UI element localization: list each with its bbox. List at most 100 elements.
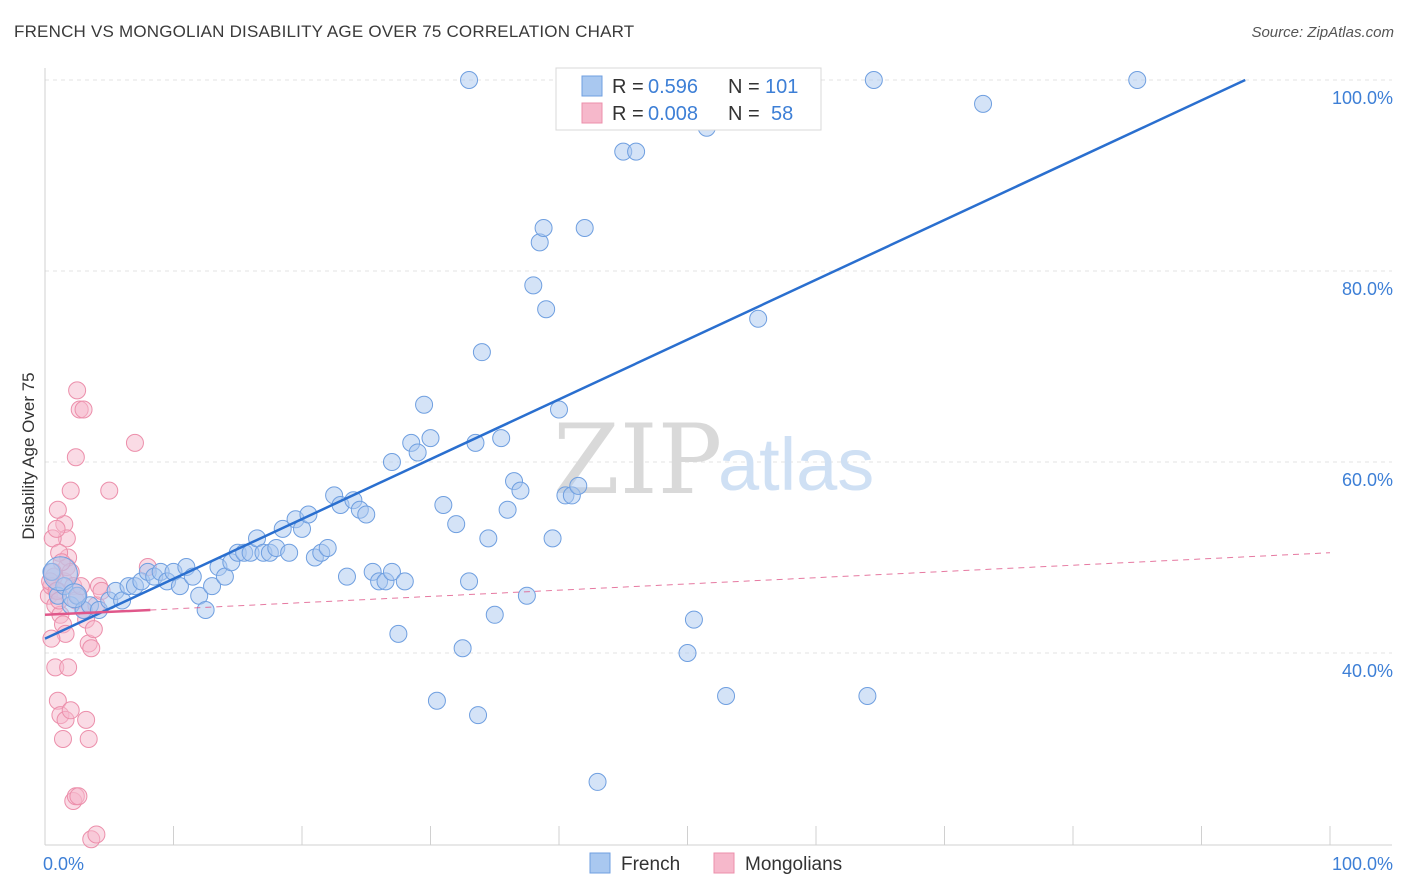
french-point-96: [864, 71, 883, 89]
chart-title: FRENCH VS MONGOLIAN DISABILITY AGE OVER …: [14, 22, 635, 41]
legend-mongolians-swatch: [713, 852, 735, 874]
french-n-label: N =: [728, 76, 760, 98]
french-point-97: [974, 94, 993, 113]
watermark-zip: ZIP: [553, 404, 722, 516]
french-point-99: [460, 71, 479, 89]
mongolians-swatch: [581, 102, 603, 124]
french-r-label: R =: [612, 76, 644, 98]
french-point-59: [427, 691, 446, 710]
french-point-94: [749, 309, 768, 328]
french-point-70: [498, 500, 517, 519]
french-point-45: [337, 567, 356, 586]
french-point-60: [434, 495, 453, 514]
french-point-68: [485, 605, 504, 624]
french-point-52: [382, 562, 401, 581]
mongolians-point-42: [77, 710, 96, 729]
french-point-66: [472, 343, 491, 362]
y-tick-label-3: 40.0%: [1342, 661, 1393, 681]
series-legend: French Mongolians: [589, 852, 842, 875]
french-point-63: [460, 572, 479, 591]
mongolians-point-41: [74, 400, 93, 419]
mongolians-trend-line-dashed: [150, 552, 1331, 611]
mongolians-r-value: 0.008: [648, 103, 698, 125]
axes: [44, 68, 1392, 846]
mongolians-point-51: [47, 519, 66, 538]
x-tick-labels: 0.0% 100.0%: [43, 854, 1393, 874]
french-point-67: [479, 529, 498, 548]
french-point-56: [408, 443, 427, 462]
french-point-87: [627, 142, 646, 161]
french-point-82: [569, 476, 588, 495]
french-point-92: [717, 686, 736, 705]
french-point-42: [318, 538, 337, 557]
stats-legend: R = 0.596 N = 101 R = 0.008 N = 58: [555, 67, 822, 131]
watermark-atlas: atlas: [718, 423, 874, 506]
french-point-77: [537, 300, 556, 319]
french-point-48: [357, 505, 376, 524]
y-tick-label-1: 80.0%: [1342, 279, 1393, 299]
mongolians-point-46: [100, 481, 119, 500]
french-point-95: [858, 686, 877, 705]
french-point-61: [447, 515, 466, 534]
french-point-76: [534, 219, 553, 238]
french-cluster-point-2: [62, 583, 88, 609]
mongolians-point-31: [61, 701, 80, 720]
french-cluster-point: [42, 556, 78, 592]
french-point-83: [575, 219, 594, 238]
mongolians-point-43: [79, 729, 98, 748]
mongolians-point-28: [53, 729, 72, 748]
mongolians-point-19: [82, 639, 101, 658]
french-point-62: [453, 639, 472, 658]
french-point-58: [421, 429, 440, 448]
french-point-84: [588, 772, 607, 791]
legend-french-label: French: [621, 854, 680, 875]
french-point-98: [1128, 71, 1147, 89]
french-point-100: [382, 453, 401, 471]
french-point-89: [678, 644, 697, 662]
french-point-54: [395, 572, 414, 591]
grid-lines: [45, 79, 1392, 654]
french-point-72: [511, 481, 530, 500]
french-n-value: 101: [765, 76, 798, 98]
mongolians-r-label: R =: [612, 103, 644, 125]
x-tick-label-0: 0.0%: [43, 854, 84, 874]
french-point-36: [280, 543, 299, 562]
y-tick-label-0: 100.0%: [1332, 88, 1393, 108]
mongolians-point-39: [68, 381, 87, 400]
french-point-78: [543, 529, 562, 548]
watermark: ZIP atlas: [553, 404, 874, 516]
mongolians-trend-line: [44, 608, 151, 617]
x-tick-label-1: 100.0%: [1332, 854, 1393, 874]
y-tick-labels: 100.0% 80.0% 60.0% 40.0%: [1332, 88, 1393, 681]
mongolians-n-label: N =: [728, 103, 760, 125]
french-trend-line: [44, 78, 1246, 640]
french-point-57: [415, 395, 434, 414]
french-point-19: [170, 577, 189, 596]
french-point-79: [550, 400, 568, 419]
french-swatch: [581, 75, 603, 97]
mongolians-point-38: [66, 448, 85, 467]
french-point-73: [517, 586, 536, 605]
french-point-69: [492, 429, 511, 448]
mongolians-point-34: [69, 787, 88, 806]
french-point-24: [203, 577, 222, 596]
mongolians-point-20: [84, 620, 103, 639]
mongolians-n-value: 58: [771, 103, 793, 125]
source-label: Source: ZipAtlas.com: [1251, 24, 1394, 41]
mongolians-point-47: [125, 433, 144, 452]
mongolians-point-49: [48, 500, 67, 519]
legend-mongolians-label: Mongolians: [745, 854, 842, 875]
french-r-value: 0.596: [648, 76, 698, 98]
mongolians-point-37: [61, 481, 80, 500]
french-point-90: [684, 610, 703, 629]
trend-lines: [44, 78, 1331, 640]
y-axis-label: Disability Age Over 75: [19, 372, 38, 539]
french-point-53: [389, 624, 408, 643]
y-tick-label-2: 60.0%: [1342, 470, 1393, 490]
french-point-65: [469, 706, 488, 725]
french-point-23: [196, 601, 215, 620]
mongolians-point-30: [59, 658, 78, 677]
legend-french-swatch: [589, 852, 611, 874]
french-point-74: [524, 276, 543, 295]
